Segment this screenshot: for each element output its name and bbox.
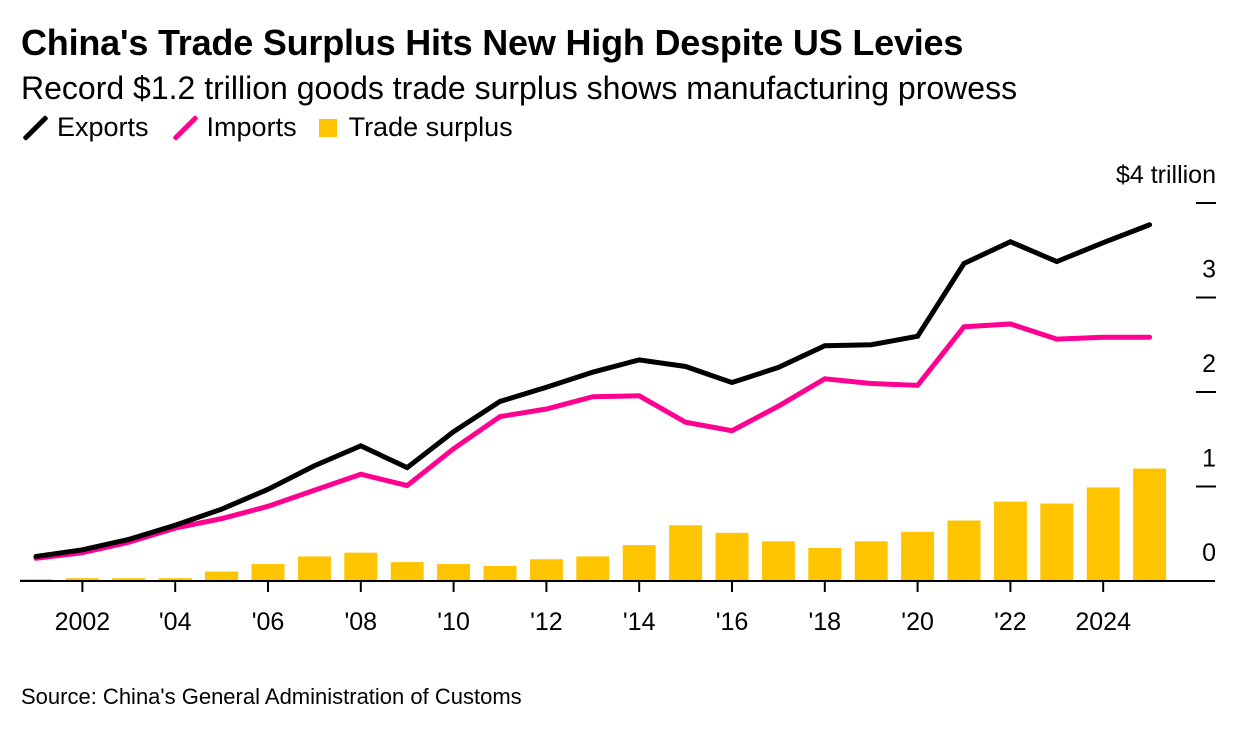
- x-tick-label: '08: [345, 608, 378, 636]
- y-tick-label: 3: [1202, 256, 1216, 284]
- y-tick-label: 2: [1202, 350, 1216, 378]
- bar-swatch-icon: [318, 118, 337, 137]
- bar-2004: [158, 578, 192, 581]
- bar-2011: [483, 565, 517, 581]
- bar-2014: [622, 545, 656, 581]
- y-tick-label: 1: [1202, 445, 1216, 473]
- bar-2003: [112, 578, 146, 581]
- x-tick-label: '20: [901, 608, 934, 636]
- bar-2021: [947, 520, 981, 581]
- x-tick-label: '12: [530, 608, 563, 636]
- x-tick-label: '16: [716, 608, 749, 636]
- bar-2018: [808, 547, 842, 581]
- legend-label: Trade surplus: [348, 112, 513, 142]
- bar-2016: [715, 532, 749, 581]
- legend: Exports Imports Trade surplus: [21, 112, 535, 143]
- bar-2009: [390, 562, 424, 581]
- bar-2019: [854, 541, 888, 581]
- x-tick-label: '22: [994, 608, 1027, 636]
- bar-2025: [1133, 468, 1167, 581]
- bar-2022: [993, 501, 1027, 581]
- line-exports: [33, 222, 1153, 559]
- bar-2010: [437, 563, 471, 581]
- x-tick-label: 2024: [1075, 608, 1131, 636]
- x-tick-label: '14: [623, 608, 656, 636]
- legend-label: Exports: [57, 112, 149, 142]
- bar-2012: [529, 559, 563, 581]
- y-tick-label: $4 trillion: [1116, 161, 1216, 189]
- bar-2024: [1086, 487, 1120, 581]
- bar-2002: [65, 578, 99, 581]
- x-axis: 2002 '04 '06 '08 '10 '12 '14 '16 '18 '20 '22 2024: [20, 580, 1215, 636]
- legend-item-exports: Exports: [21, 112, 149, 143]
- bar-series-trade-surplus: [19, 468, 1167, 581]
- chart-subtitle: Record $1.2 trillion goods trade surplus…: [21, 70, 1018, 106]
- x-tick-label: '04: [159, 608, 192, 636]
- x-tick-label: '06: [252, 608, 285, 636]
- chart-title: China's Trade Surplus Hits New High Desp…: [21, 22, 964, 63]
- bar-2017: [761, 541, 795, 581]
- x-tick-label: 2002: [55, 608, 111, 636]
- bar-2007: [297, 556, 331, 581]
- bar-2013: [576, 556, 610, 581]
- legend-item-imports: Imports: [171, 112, 297, 143]
- y-tick-label: 0: [1202, 539, 1216, 567]
- line-series: [33, 222, 1153, 561]
- x-tick-label: '18: [809, 608, 842, 636]
- legend-label: Imports: [206, 112, 297, 142]
- y-axis: 0 1 2 3 $4 trillion: [1116, 161, 1216, 567]
- bar-2008: [344, 552, 378, 581]
- bar-2020: [901, 531, 935, 581]
- bar-2015: [669, 525, 703, 581]
- bar-2005: [205, 571, 239, 581]
- x-tick-label: '10: [437, 608, 470, 636]
- legend-item-trade-surplus: Trade surplus: [318, 112, 513, 143]
- source-note: Source: China's General Administration o…: [21, 684, 522, 709]
- bar-2023: [1040, 503, 1074, 581]
- line-imports: [33, 321, 1153, 561]
- bar-2006: [251, 563, 285, 581]
